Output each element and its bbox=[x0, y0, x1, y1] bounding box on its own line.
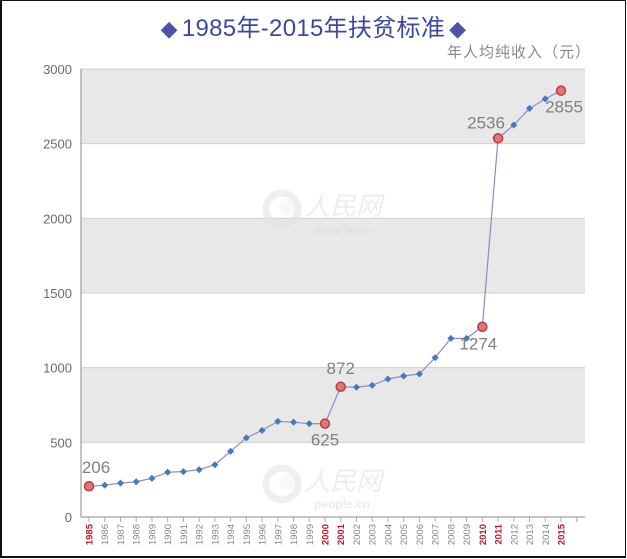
data-point[interactable] bbox=[400, 372, 408, 380]
x-tick-label: 2015 bbox=[557, 523, 568, 545]
data-point[interactable] bbox=[274, 417, 282, 425]
data-point[interactable] bbox=[510, 121, 518, 129]
data-point[interactable] bbox=[463, 334, 471, 342]
svg-text:people.cn: people.cn bbox=[314, 497, 370, 511]
svg-text:people.cn: people.cn bbox=[314, 222, 370, 236]
x-tick-label: 1999 bbox=[305, 524, 316, 545]
x-tick-label: 1993 bbox=[210, 524, 221, 545]
x-tick-label: 2005 bbox=[399, 524, 410, 545]
data-point[interactable] bbox=[447, 334, 455, 342]
data-point[interactable] bbox=[384, 375, 392, 383]
data-point[interactable] bbox=[289, 418, 298, 426]
x-tick-label: 2000 bbox=[321, 524, 332, 545]
highlight-data-point[interactable] bbox=[335, 381, 346, 393]
diamond-icon: ◆ bbox=[160, 16, 178, 41]
x-tick-label: 1985 bbox=[85, 523, 96, 545]
x-tick-label: 2004 bbox=[383, 524, 394, 545]
data-point[interactable] bbox=[541, 95, 549, 103]
data-label: 1274 bbox=[459, 335, 497, 354]
data-point[interactable] bbox=[305, 420, 313, 428]
data-point[interactable] bbox=[242, 434, 250, 442]
data-label: 2855 bbox=[545, 98, 583, 117]
data-point[interactable] bbox=[195, 466, 203, 474]
y-tick-label: 2000 bbox=[43, 211, 72, 226]
x-tick-label: 2009 bbox=[462, 524, 473, 545]
x-tick-label: 1987 bbox=[116, 524, 127, 545]
x-tick-label: 1995 bbox=[242, 524, 253, 545]
data-point[interactable] bbox=[211, 461, 219, 469]
x-tick-label: 2013 bbox=[525, 524, 536, 545]
y-tick-label: 1000 bbox=[43, 361, 72, 376]
x-tick-label: 1998 bbox=[289, 524, 300, 545]
x-tick-label: 2011 bbox=[494, 523, 505, 544]
data-point[interactable] bbox=[525, 104, 534, 112]
x-tick-label: 1989 bbox=[147, 524, 158, 545]
data-point[interactable] bbox=[132, 478, 140, 486]
data-label: 625 bbox=[311, 431, 339, 450]
x-tick-label: 2010 bbox=[478, 524, 489, 545]
x-tick-label: 1991 bbox=[179, 524, 190, 545]
svg-text:人民网: 人民网 bbox=[304, 192, 385, 222]
data-label: 872 bbox=[327, 359, 355, 378]
highlight-data-point[interactable] bbox=[477, 321, 488, 332]
y-tick-label: 500 bbox=[50, 435, 72, 450]
x-tick-label: 2008 bbox=[446, 524, 457, 545]
data-point[interactable] bbox=[101, 481, 109, 489]
x-tick-label: 2001 bbox=[336, 523, 347, 545]
x-tick-label: 2014 bbox=[541, 524, 552, 545]
y-axis-unit-label: 年人均纯收入（元） bbox=[446, 44, 591, 61]
highlight-data-point[interactable] bbox=[492, 133, 504, 144]
data-point[interactable] bbox=[164, 468, 172, 476]
chart-title-text: 1985年-2015年扶贫标准 bbox=[181, 15, 446, 42]
x-tick-label: 2006 bbox=[415, 524, 426, 545]
x-tick-label: 1986 bbox=[100, 524, 111, 545]
y-tick-label: 2500 bbox=[43, 137, 72, 152]
x-tick-label: 1990 bbox=[163, 524, 174, 545]
data-point[interactable] bbox=[352, 383, 361, 391]
x-tick-label: 2002 bbox=[352, 524, 363, 545]
data-point[interactable] bbox=[148, 474, 156, 482]
data-point[interactable] bbox=[368, 381, 376, 389]
data-label: 206 bbox=[82, 458, 110, 477]
x-tick-label: 1994 bbox=[226, 524, 237, 545]
x-tick-label: 1996 bbox=[258, 524, 269, 545]
x-tick-label: 2007 bbox=[431, 524, 442, 545]
x-tick-label: 1988 bbox=[132, 524, 143, 545]
y-tick-label: 0 bbox=[65, 510, 72, 525]
data-point[interactable] bbox=[415, 370, 423, 378]
highlight-data-point[interactable] bbox=[319, 418, 331, 429]
x-tick-label: 2003 bbox=[368, 524, 379, 545]
svg-text:人民网: 人民网 bbox=[304, 467, 385, 497]
x-tick-label: 1997 bbox=[273, 524, 284, 545]
x-tick-label: 2012 bbox=[509, 524, 520, 545]
highlight-data-point[interactable] bbox=[83, 480, 95, 492]
grid-band bbox=[81, 218, 585, 293]
x-tick-label: 1992 bbox=[195, 524, 206, 545]
data-label: 2536 bbox=[467, 113, 505, 132]
chart-title: ◆ 1985年-2015年扶贫标准 ◆ bbox=[0, 8, 627, 43]
y-tick-label: 1500 bbox=[43, 286, 72, 301]
grid-band bbox=[81, 69, 585, 144]
data-point[interactable] bbox=[431, 354, 439, 362]
highlight-data-point[interactable] bbox=[555, 85, 567, 96]
data-point[interactable] bbox=[258, 426, 266, 434]
diamond-icon: ◆ bbox=[449, 16, 467, 41]
y-tick-label: 3000 bbox=[43, 62, 72, 77]
data-point[interactable] bbox=[227, 447, 235, 455]
data-point[interactable] bbox=[116, 479, 125, 487]
data-point[interactable] bbox=[179, 468, 187, 476]
